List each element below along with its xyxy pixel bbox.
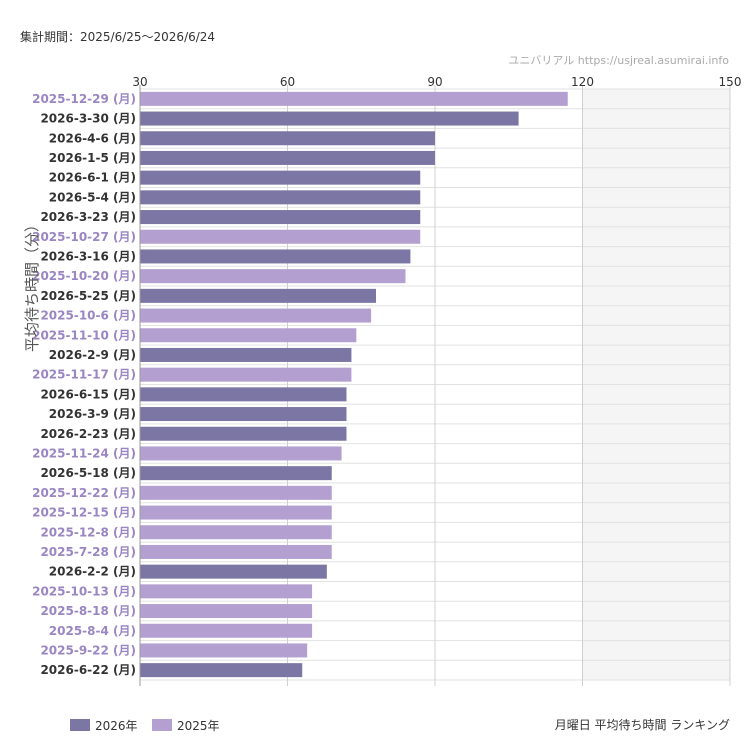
category-label: 2026-4-6 (月) xyxy=(49,131,136,145)
x-tick-label: 90 xyxy=(427,75,442,89)
category-label: 2025-11-10 (月) xyxy=(32,328,136,342)
bar xyxy=(140,111,519,126)
bar xyxy=(140,347,352,362)
bar xyxy=(140,584,313,599)
category-label: 2025-12-15 (月) xyxy=(32,506,136,520)
category-label: 2025-8-18 (月) xyxy=(40,604,136,618)
category-label: 2025-8-4 (月) xyxy=(49,624,136,638)
bar xyxy=(140,525,332,540)
bar xyxy=(140,485,332,500)
x-tick-label: 30 xyxy=(132,75,147,89)
bar xyxy=(140,190,421,205)
category-label: 2026-6-1 (月) xyxy=(49,171,136,185)
category-label: 2025-12-8 (月) xyxy=(40,525,136,539)
category-label: 2026-2-2 (月) xyxy=(49,565,136,579)
bar xyxy=(140,170,421,185)
legend-swatch-2025 xyxy=(152,719,172,731)
bar xyxy=(140,623,313,638)
bar xyxy=(140,367,352,382)
category-label: 2025-12-29 (月) xyxy=(32,92,136,106)
bar xyxy=(140,150,435,165)
category-label: 2026-3-23 (月) xyxy=(40,210,136,224)
bar xyxy=(140,210,421,225)
category-label: 2026-5-25 (月) xyxy=(40,289,136,303)
legend-label-2025: 2025年 xyxy=(177,719,220,733)
bar xyxy=(140,446,342,461)
category-label: 2026-6-22 (月) xyxy=(40,663,136,677)
bar xyxy=(140,663,303,678)
category-label: 2025-10-6 (月) xyxy=(40,309,136,323)
x-tick-label: 60 xyxy=(280,75,295,89)
bar xyxy=(140,387,347,402)
bar xyxy=(140,131,435,146)
category-label: 2026-2-23 (月) xyxy=(40,427,136,441)
category-label: 2025-10-27 (月) xyxy=(32,230,136,244)
category-label: 2026-2-9 (月) xyxy=(49,348,136,362)
category-label: 2026-3-16 (月) xyxy=(40,249,136,263)
period-label: 集計期間：2025/6/25〜2026/6/24 xyxy=(20,29,215,44)
x-tick-label: 150 xyxy=(719,75,742,89)
legend-swatch-2026 xyxy=(70,719,90,731)
bar xyxy=(140,643,308,658)
bar xyxy=(140,308,372,323)
category-label: 2026-3-30 (月) xyxy=(40,112,136,126)
category-label: 2025-11-17 (月) xyxy=(32,368,136,382)
bar xyxy=(140,564,327,579)
category-label: 2025-11-24 (月) xyxy=(32,446,136,460)
bar xyxy=(140,544,332,559)
category-label: 2026-5-18 (月) xyxy=(40,466,136,480)
bar xyxy=(140,91,568,106)
bar xyxy=(140,466,332,481)
bar xyxy=(140,505,332,520)
category-label: 2026-5-4 (月) xyxy=(49,190,136,204)
y-axis-title: 平均待ち時間（分） xyxy=(23,217,41,352)
x-tick-labels: 30 60 90 120 150 xyxy=(132,75,741,89)
category-label: 2026-6-15 (月) xyxy=(40,387,136,401)
bars xyxy=(140,91,568,678)
bar xyxy=(140,269,406,284)
bar xyxy=(140,407,347,422)
category-label: 2025-10-13 (月) xyxy=(32,584,136,598)
category-label: 2026-3-9 (月) xyxy=(49,407,136,421)
bar xyxy=(140,288,376,303)
bar xyxy=(140,229,421,244)
chart-subtitle: 月曜日 平均待ち時間 ランキング xyxy=(555,718,730,732)
category-label: 2025-12-22 (月) xyxy=(32,486,136,500)
category-label: 2026-1-5 (月) xyxy=(49,151,136,165)
category-label: 2025-7-28 (月) xyxy=(40,545,136,559)
legend: 2026年 2025年 xyxy=(70,719,220,733)
bar xyxy=(140,426,347,441)
bar xyxy=(140,249,411,264)
site-credit: ユニバリアル https://usjreal.asumirai.info xyxy=(508,54,729,67)
category-labels: 2025-12-29 (月) 2026-3-30 (月) 2026-4-6 (月) 2… xyxy=(32,92,136,677)
category-label: 2025-9-22 (月) xyxy=(40,643,136,657)
category-label: 2025-10-20 (月) xyxy=(32,269,136,283)
bar xyxy=(140,328,357,343)
x-tick-label: 120 xyxy=(571,75,594,89)
bar xyxy=(140,604,313,619)
legend-label-2026: 2026年 xyxy=(95,719,138,733)
